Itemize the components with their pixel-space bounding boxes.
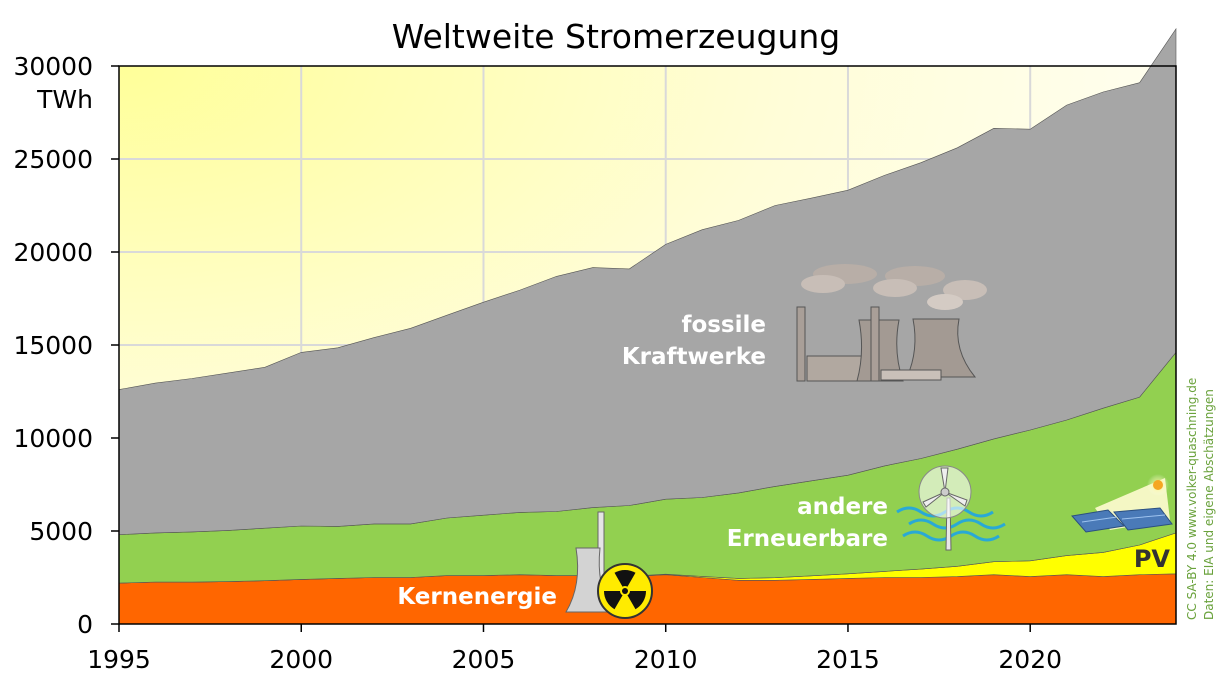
wind-turbine-icon [896, 465, 1006, 551]
solar-panel-icon [1071, 474, 1173, 533]
pv-label: PV [1134, 545, 1171, 573]
x-tick-label: 2000 [269, 645, 333, 674]
radiation-icon [597, 563, 653, 619]
nuclear-label: Kernenergie [397, 584, 557, 610]
credit-license: CC SA-BY 4.0 www.volker-quaschning.de [1185, 378, 1199, 620]
y-axis-unit: TWh [36, 85, 93, 114]
y-tick-label: 10000 [13, 424, 93, 453]
x-tick-label: 2010 [634, 645, 698, 674]
y-tick-label: 30000 [13, 52, 93, 81]
y-tick-label: 15000 [13, 331, 93, 360]
y-tick-label: 5000 [29, 517, 93, 546]
y-tick-label: 20000 [13, 238, 93, 267]
y-tick-label: 0 [77, 610, 93, 639]
y-tick-label: 25000 [13, 145, 93, 174]
chart-title: Weltweite Stromerzeugung [392, 17, 841, 56]
x-tick-label: 2005 [452, 645, 516, 674]
x-tick-label: 1995 [87, 645, 151, 674]
x-tick-label: 2015 [816, 645, 880, 674]
power-plant-icon [796, 264, 987, 382]
renewables-label-line1: andere [797, 494, 888, 520]
axis-ticks: 0 5000 10000 15000 20000 25000 30000 1995 2000 20… [13, 52, 1062, 674]
fossil-label-line1: fossile [681, 312, 766, 338]
credit-data-source: Daten: EIA und eigene Abschätzungen [1202, 389, 1216, 620]
x-tick-label: 2020 [998, 645, 1062, 674]
renewables-label-line2: Erneuerbare [727, 526, 888, 552]
fossil-label-line2: Kraftwerke [622, 344, 766, 370]
